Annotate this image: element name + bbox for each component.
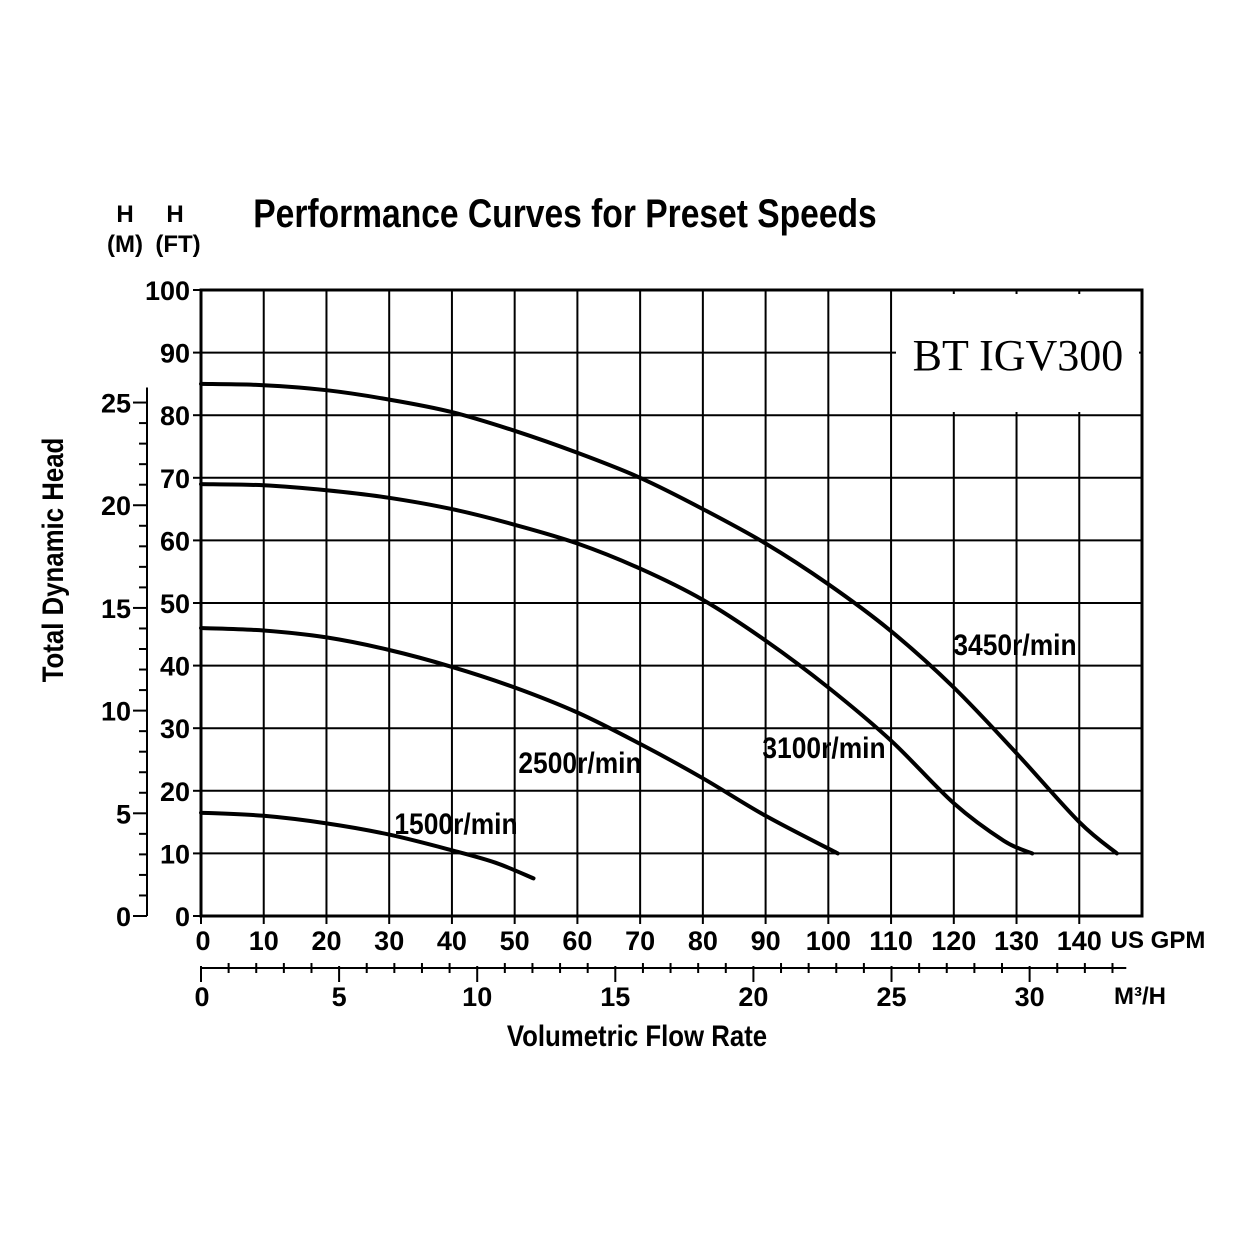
x-gpm-tick-label: 120 (931, 926, 976, 956)
model-label: BT IGV300 (913, 331, 1124, 380)
y-left-unit-bottom: (M) (107, 231, 143, 258)
x-gpm-tick-label: 0 (195, 926, 210, 956)
curve-label: 2500r/min (518, 745, 641, 779)
x-gpm-tick-label: 20 (311, 926, 341, 956)
y-m-tick-label: 25 (101, 389, 131, 419)
y-ft-tick-label: 90 (160, 339, 190, 369)
y-m-tick-label: 10 (101, 697, 131, 727)
x-m3h-tick-label: 0 (194, 982, 209, 1012)
x-gpm-tick-label: 40 (437, 926, 467, 956)
y-left-unit-top: H (116, 201, 133, 228)
x-gpm-tick-label: 10 (249, 926, 279, 956)
x-gpm-tick-label: 130 (994, 926, 1039, 956)
y-ft-tick-label: 0 (175, 902, 190, 932)
y-ft-tick-label: 30 (160, 714, 190, 744)
x-axis-label: Volumetric Flow Rate (507, 1019, 767, 1052)
x-m3h-tick-label: 20 (738, 982, 768, 1012)
y-ft-tick-label: 20 (160, 777, 190, 807)
y-ft-tick-label: 100 (145, 276, 190, 306)
y-ft-tick-label: 40 (160, 652, 190, 682)
curve-3450r-min (199, 381, 1119, 856)
curve-2500r-min (199, 626, 840, 856)
x-gpm-tick-label: 90 (751, 926, 781, 956)
y-axis-label: Total Dynamic Head (36, 438, 69, 683)
y-ft-tick-label: 80 (160, 401, 190, 431)
y-right-unit-top: H (166, 201, 183, 228)
x-gpm-tick-label: 70 (625, 926, 655, 956)
x-m3h-tick-label: 15 (600, 982, 630, 1012)
chart-title: Performance Curves for Preset Speeds (253, 191, 876, 235)
x-m3h-tick-label: 30 (1015, 982, 1045, 1012)
y-ft-tick-label: 10 (160, 839, 190, 869)
plot-frame (199, 288, 1144, 918)
curve-3100r-min (199, 482, 1035, 856)
y-m-tick-label: 5 (116, 799, 131, 829)
y-m-tick-label: 20 (101, 491, 131, 521)
curve-1500r-min (199, 810, 536, 881)
x-m3h-tick-label: 5 (332, 982, 347, 1012)
curve-label: 3100r/min (762, 730, 885, 764)
x-m3h-tick-label: 10 (462, 982, 492, 1012)
x-secondary-unit-label: M³/H (1114, 983, 1166, 1010)
y-ft-tick-label: 70 (160, 464, 190, 494)
x-gpm-tick-label: 140 (1057, 926, 1102, 956)
y-right-unit-bottom: (FT) (155, 231, 200, 258)
x-primary-unit-label: US GPM (1111, 927, 1206, 954)
y-ft-tick-label: 50 (160, 589, 190, 619)
x-gpm-tick-label: 50 (500, 926, 530, 956)
y-m-tick-label: 0 (116, 902, 131, 932)
x-gpm-tick-label: 80 (688, 926, 718, 956)
curve-label: 3450r/min (953, 627, 1076, 661)
x-gpm-tick-label: 100 (806, 926, 851, 956)
y-m-tick-label: 15 (101, 594, 131, 624)
x-gpm-tick-label: 60 (562, 926, 592, 956)
model-label-box (896, 294, 1139, 412)
x-gpm-tick-label: 110 (869, 926, 913, 956)
y-ft-tick-label: 60 (160, 526, 190, 556)
x-m3h-tick-label: 25 (876, 982, 906, 1012)
curve-label: 1500r/min (394, 806, 517, 840)
x-gpm-tick-label: 30 (374, 926, 404, 956)
